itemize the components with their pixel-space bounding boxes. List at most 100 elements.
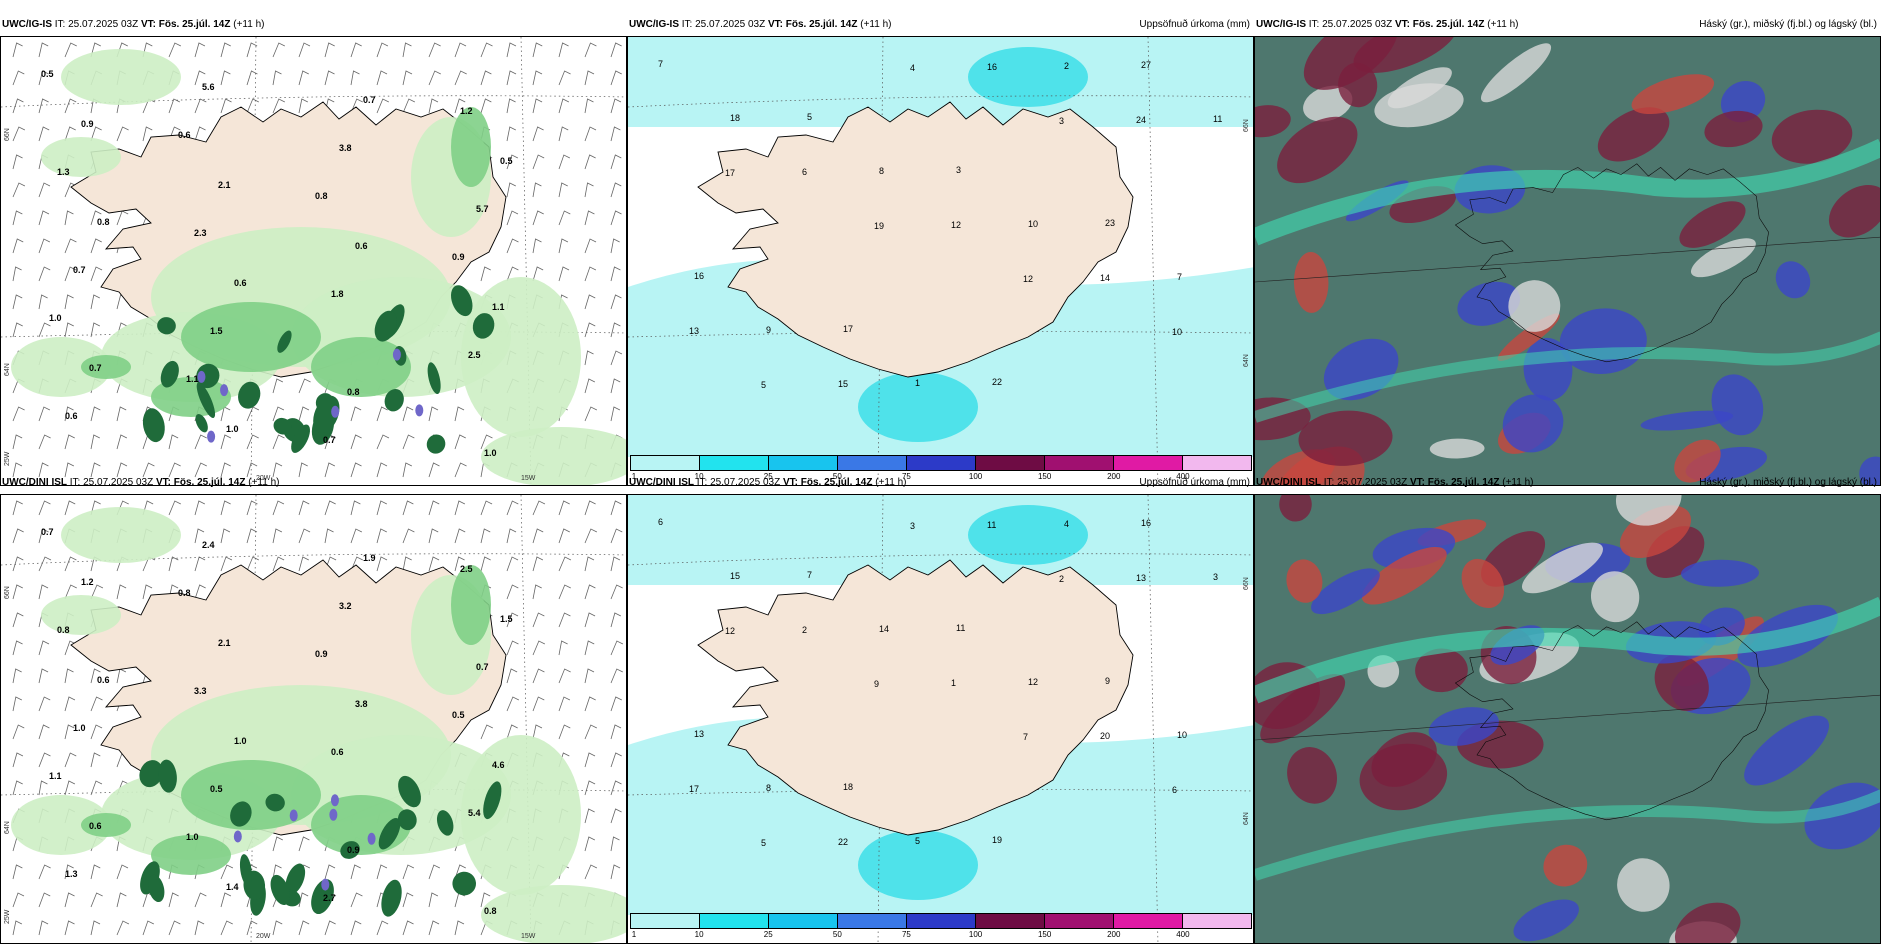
colorbar-tick-label: 200 [1107,930,1121,939]
accum-value: 13 [689,326,699,336]
accum-value: 11 [956,623,965,633]
precip-value: 0.7 [323,435,336,445]
axis-label: 15W [521,933,536,940]
panel-header: UWC/IG-IS IT: 25.07.2025 03Z VT: Fös. 25… [0,14,627,36]
panel-accum-precip-dini: UWC/DINI ISL IT: 25.07.2025 03Z VT: Fös.… [627,477,1254,944]
accum-value: 5 [915,836,920,846]
colorbar-tick-label: 400 [1176,472,1190,481]
accum-value: 10 [1177,730,1187,740]
accum-value: 27 [1141,60,1151,70]
precip-value: 1.9 [363,553,376,563]
colorbar: 1 10 25 50 75 100 150 200 400 [630,913,1252,941]
precip-value: 1.8 [331,289,344,299]
cloud-shading [1255,37,1880,485]
colorbar-cell [1183,456,1251,470]
accum-value: 17 [843,324,853,334]
accum-value: 3 [1213,572,1218,582]
accum-value: 12 [725,626,735,636]
model-name: UWC/IG-IS [1256,19,1306,30]
map-svg: 0.5 0.6 0.8 0.9 1.0 1.1 0.7 1.2 1.3 2.3 1.8 2.5 0.6 5… [1,37,626,485]
accum-value: 6 [802,167,807,177]
accum-value: 19 [874,221,884,231]
precip-value: 1.5 [500,614,513,624]
precip-value: 0.6 [355,241,368,251]
iceland-coastline [697,559,1134,836]
colorbar-tick-label: 75 [901,930,911,939]
precip-value: 0.9 [452,252,465,262]
precip-value: 0.9 [315,649,328,659]
panel-right-title: Háský (gr.), miðský (fj.bl.) og lágský (… [1699,19,1877,30]
panel-clouds-dini: UWC/DINI ISL IT: 25.07.2025 03Z VT: Fös.… [1254,477,1881,944]
accum-value: 7 [1023,732,1028,742]
axis-label: 20W [256,933,271,940]
precip-shading [11,49,626,485]
panel-right-title: Uppsöfnuð úrkoma (mm) [1139,19,1250,30]
accum-value: 18 [843,782,853,792]
map-frame [1254,494,1881,944]
valid-time-label: VT: [767,19,783,30]
precip-value: 1.2 [460,106,473,116]
accum-value: 1 [951,678,956,688]
valid-time-label: VT: [155,477,171,488]
precip-value: 2.5 [468,350,481,360]
model-name: UWC/DINI ISL [629,477,694,488]
map-svg [1255,495,1880,943]
accum-value: 2 [802,625,807,635]
precip-value: 1.0 [234,736,247,746]
axis-label: 20W [256,475,271,482]
map-frame: 6 7 11 9 13 18 19 16 15 14 12 10 8 5 4 3 2 1 20 17 22 11 13 12 9… [627,494,1254,944]
colorbar-cell [1045,456,1114,470]
colorbar-cell [838,456,907,470]
accum-value: 10 [1172,327,1182,337]
colorbar-cell [769,914,838,928]
accum-value: 5 [807,112,812,122]
accum-value: 18 [730,113,740,123]
panel-header: UWC/DINI ISL IT: 25.07.2025 03Z VT: Fös.… [1254,472,1881,494]
valid-time-label: VT: [140,19,156,30]
precip-value: 1.0 [73,723,86,733]
valid-time: Fös. 25.júl. 14Z [1412,19,1485,30]
iceland-coastline [1454,163,1769,363]
precip-value: 1.4 [226,882,239,892]
axis-label: 64N [4,363,11,376]
accum-value: 15 [730,571,740,581]
precip-value: 1.1 [49,771,62,781]
accum-value: 13 [694,729,704,739]
colorbar-cell [976,456,1045,470]
precip-value: 1.3 [65,869,78,879]
colorbar-tick-label: 50 [832,930,842,939]
precip-value: 2.3 [194,228,207,238]
lead-time: (+11 h) [233,19,265,30]
colorbar-tick-label: 100 [968,930,983,939]
accum-value: 20 [1100,731,1110,741]
lead-time: (+11 h) [248,477,280,488]
map-frame: 7 5 3 23 16 17 22 27 18 8 10 7 9 1 2 11 6 12 14 13 15 16 24 17 1… [627,36,1254,486]
valid-time: Fös. 25.júl. 14Z [158,19,231,30]
colorbar-cells [630,455,1252,471]
panel-header: UWC/DINI ISL IT: 25.07.2025 03Z VT: Fös.… [0,472,627,494]
accum-value: 4 [1064,519,1069,529]
lead-time: (+11 h) [1487,19,1519,30]
precip-value: 1.0 [226,424,239,434]
colorbar-tick-label: 1 [631,472,637,481]
precip-value: 0.8 [97,217,110,227]
precip-value: 0.6 [89,821,102,831]
graticule-line [1255,236,1880,283]
panel-accum-precip-igis: UWC/IG-IS IT: 25.07.2025 03Z VT: Fös. 25… [627,19,1254,486]
accum-value: 11 [987,520,996,530]
accum-value: 2 [1064,61,1069,71]
axis-label: 64N [4,821,11,834]
precip-value: 1.1 [186,374,199,384]
accum-value: 12 [1028,677,1038,687]
colorbar-cell [631,456,700,470]
precip-value: 2.5 [460,564,473,574]
precip-value: 0.6 [97,675,110,685]
precip-value: 0.7 [89,363,102,373]
accum-value: 7 [807,570,812,580]
precip-value: 0.9 [347,845,360,855]
accum-value: 6 [658,517,663,527]
precip-value: 1.3 [57,167,70,177]
colorbar-tick-label: 1 [631,930,637,939]
precip-value: 2.1 [218,638,231,648]
accum-value: 6 [1172,785,1177,795]
